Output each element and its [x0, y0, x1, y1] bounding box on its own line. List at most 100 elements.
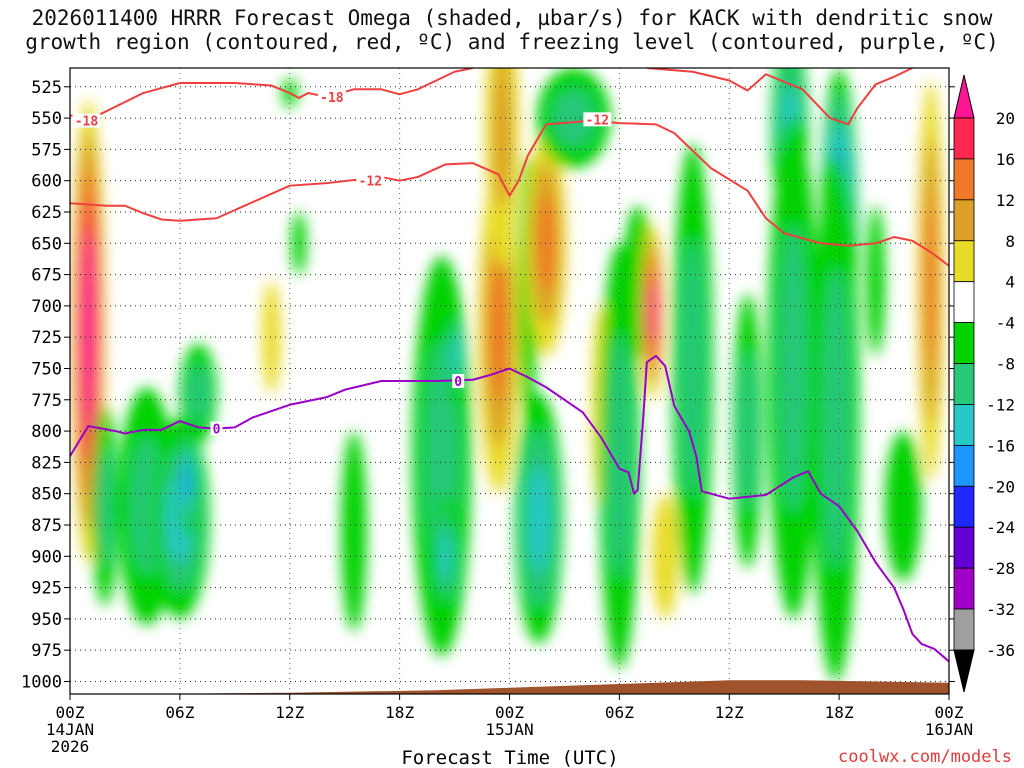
colorbar-label: -16	[986, 436, 1015, 455]
omega-field	[71, 68, 944, 682]
omega-cell	[525, 130, 567, 356]
colorbar-label: 12	[996, 191, 1015, 210]
x-tick-year: 2026	[51, 737, 90, 756]
colorbar-swatch	[953, 322, 975, 364]
chart-title-line2: growth region (contoured, red, ºC) and f…	[25, 30, 999, 54]
contour-labels: -18 -18 -12 -12 0 0	[72, 89, 612, 438]
colorbar-swatch	[953, 567, 975, 610]
terrain-surface	[70, 680, 949, 694]
contour-label: -12	[359, 175, 382, 190]
omega-band	[648, 284, 656, 341]
omega-cell	[91, 406, 118, 607]
omega-cell	[71, 99, 105, 563]
omega-band	[489, 260, 508, 402]
omega-cell	[341, 431, 367, 632]
omega-band	[537, 194, 555, 293]
y-tick-label: 550	[31, 109, 62, 129]
x-tick-date: 15JAN	[485, 720, 533, 739]
omega-cell	[445, 305, 464, 407]
x-tick-label: 18Z	[385, 703, 414, 722]
x-tick-label: 06Z	[605, 703, 634, 722]
colorbar-label: -24	[986, 518, 1015, 537]
colorbar-swatch	[953, 240, 975, 283]
x-tick-label: 00Z	[56, 703, 85, 722]
y-tick-label: 1000	[21, 672, 62, 692]
y-tick-label: 650	[31, 234, 62, 254]
omega-cell	[811, 155, 860, 682]
y-tick-label: 975	[31, 641, 62, 661]
contour-label: 0	[213, 423, 221, 438]
omega-cell	[599, 243, 640, 669]
colorbar-swatch	[953, 117, 975, 160]
omega-band	[739, 351, 756, 511]
omega-band	[821, 267, 850, 570]
contour-dgz-lower	[70, 119, 949, 267]
omega-cell	[291, 211, 307, 275]
y-tick-label: 800	[31, 422, 62, 442]
y-tick-label: 900	[31, 547, 62, 567]
omega-cell	[732, 293, 763, 569]
colorbar-swatch	[953, 199, 975, 242]
colorbar: 20 16 12 8 4 -4 -8 -12 -16 -20 -24 -28 -32 -36	[953, 74, 1015, 693]
colorbar-swatch	[953, 608, 975, 651]
omega-band	[866, 205, 885, 356]
contour-label-bg	[317, 89, 346, 104]
omega-band	[187, 364, 209, 423]
omega-cell	[514, 393, 563, 644]
colorbar-swatch	[953, 485, 975, 528]
colorbar-swatch	[953, 158, 975, 201]
omega-band	[528, 464, 550, 573]
x-tick-label: 06Z	[165, 703, 194, 722]
contour-label: 0	[454, 375, 462, 390]
colorbar-label: -32	[986, 600, 1015, 619]
y-tick-label: 725	[31, 328, 62, 348]
colorbar-swatch	[953, 444, 975, 487]
y-tick-label: 875	[31, 516, 62, 536]
colorbar-label: 8	[1005, 232, 1015, 251]
x-tick-label: 18Z	[825, 703, 854, 722]
colorbar-label: -8	[996, 355, 1015, 374]
colorbar-label: -36	[986, 641, 1015, 660]
y-tick-label: 575	[31, 140, 62, 160]
contour-dgz-upper	[70, 68, 474, 117]
omega-band	[778, 224, 809, 513]
omega-band	[450, 334, 459, 378]
contour-label-bg	[452, 374, 465, 388]
x-tick-date: 16JAN	[925, 720, 973, 739]
contour-label: -18	[75, 115, 99, 130]
colorbar-label: 4	[1005, 273, 1015, 292]
chart-title-line1: 2026011400 HRRR Forecast Omega (shaded, …	[31, 6, 993, 30]
contour-label: -12	[586, 113, 609, 128]
omega-band	[341, 431, 367, 632]
colorbar-label: -4	[996, 314, 1015, 333]
x-tick-date: 14JAN	[46, 720, 94, 739]
x-tick-label: 00Z	[935, 703, 964, 722]
contour-label-bg	[72, 113, 101, 128]
colorbar-swatch	[953, 363, 975, 405]
omega-band	[681, 238, 705, 499]
omega-band	[607, 333, 631, 579]
omega-band	[552, 89, 595, 147]
omega-band	[884, 431, 922, 582]
omega-band	[262, 280, 281, 394]
omega-cell	[884, 431, 922, 582]
colorbar-swatch	[953, 526, 975, 569]
x-tick-label: 12Z	[715, 703, 744, 722]
omega-cell	[917, 80, 944, 482]
omega-band	[925, 194, 937, 368]
omega-band	[492, 68, 512, 210]
y-tick-label: 675	[31, 266, 62, 286]
omega-cell	[672, 143, 713, 594]
omega-cell	[178, 424, 197, 538]
contour-label-bg	[583, 112, 612, 127]
y-tick-label: 825	[31, 453, 62, 473]
omega-band	[183, 460, 191, 502]
omega-band	[97, 448, 113, 564]
y-tick-label: 750	[31, 359, 62, 379]
y-tick-label: 525	[31, 78, 62, 98]
omega-cell	[536, 68, 611, 169]
contour-label: -18	[320, 91, 344, 106]
colorbar-label: 16	[996, 150, 1015, 169]
